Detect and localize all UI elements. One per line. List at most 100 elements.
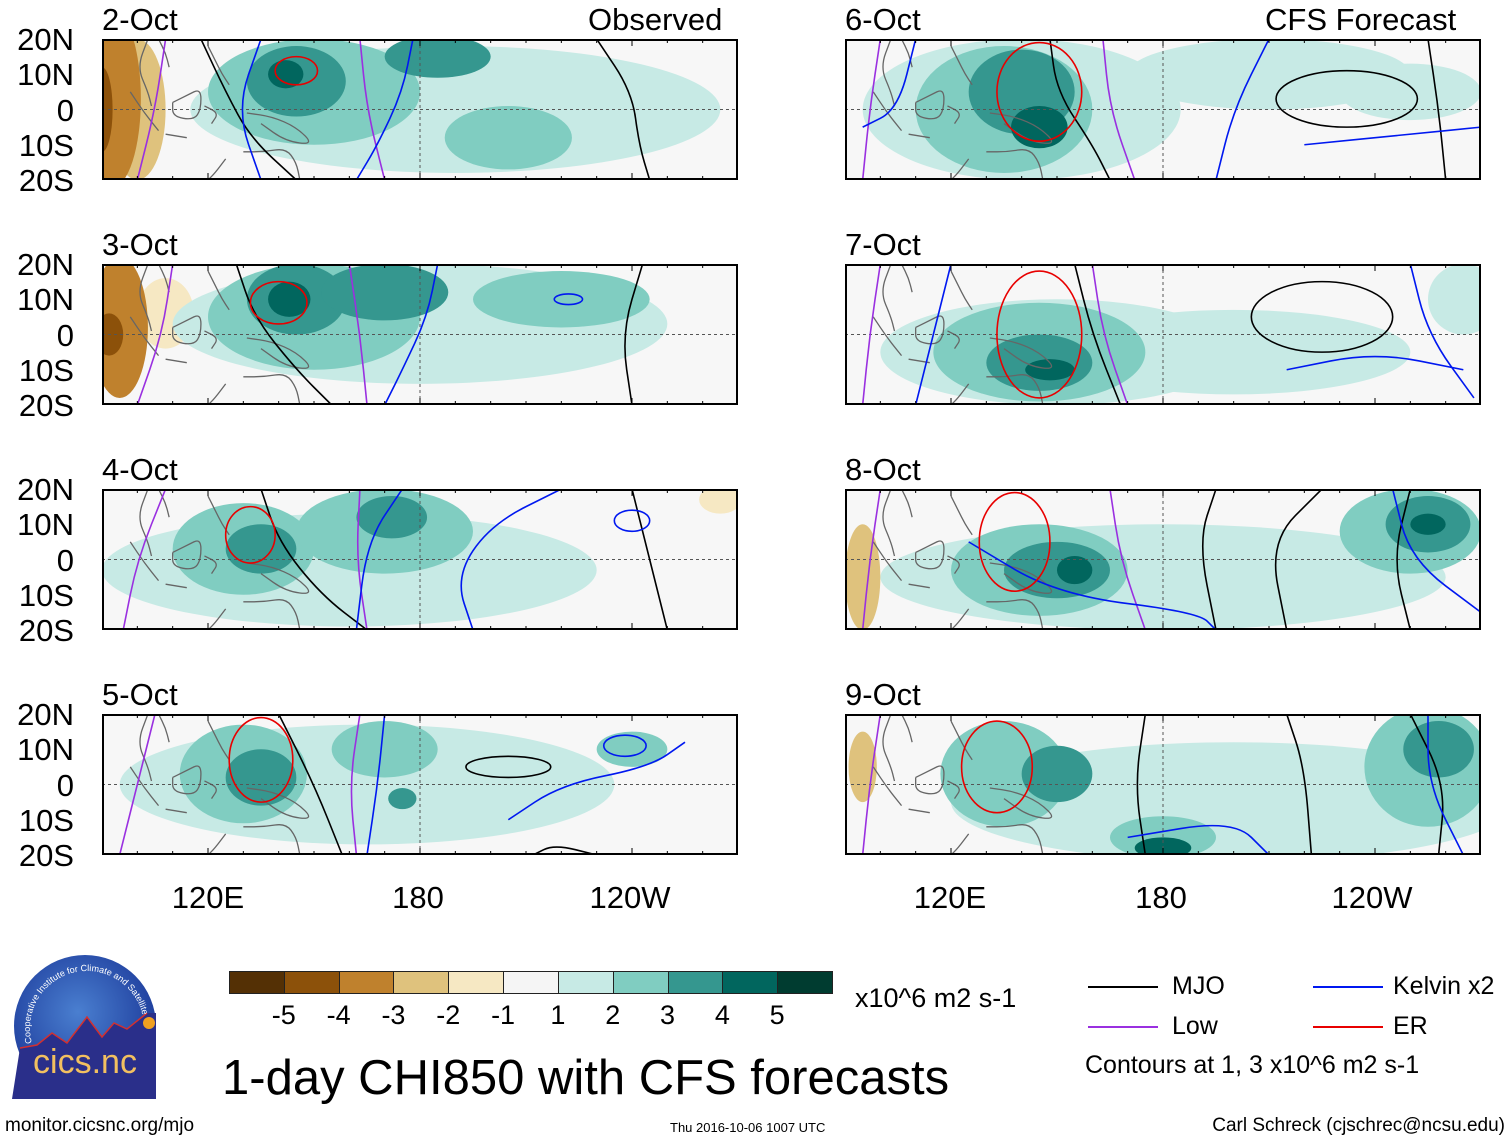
lat-tick: 10N [17,732,74,768]
colorbar-label: 5 [769,1000,785,1030]
colorbar-swatch [722,971,779,994]
colorbar-swatch [612,971,669,994]
map-layer [102,714,738,855]
map-panel-4-Oct [102,489,738,630]
lon-tick: 120E [913,880,987,915]
coastline [915,765,945,795]
coastline [165,358,187,364]
coastline [950,608,970,630]
kelvin-contour [507,741,686,821]
footer-author: Carl Schreck (cjschrec@ncsu.edu) [1212,1115,1505,1136]
coastline [207,158,227,180]
coastline [908,808,930,814]
er-contour [978,491,1051,593]
mjo-contour [235,264,333,405]
observed-label: Observed [588,2,723,37]
map-layer [845,489,1481,630]
er-contour [228,716,294,803]
coastline [129,766,160,807]
coastline [882,264,896,332]
lat-tick: 10N [17,507,74,543]
coastline [165,583,187,589]
low-contour [350,714,361,855]
map-plot [845,489,1481,630]
coastline [165,808,187,814]
kelvin-contour [1286,355,1464,371]
coastline [246,112,310,144]
coastline [950,158,970,180]
coastline [986,374,1044,405]
coastline [915,540,945,570]
colorbar-swatch [667,971,724,994]
coastline [950,270,973,311]
kelvin-contour [553,293,584,306]
lat-tick: 20S [18,613,74,648]
coastline [243,599,301,630]
coastline [908,583,930,589]
lat-tick: 20S [18,838,74,873]
panel-date: 4-Oct [102,452,178,487]
chi-anomaly-region [1428,264,1481,335]
lon-tick: 120W [589,880,671,915]
lat-tick: 20N [17,697,74,732]
coastline [243,149,301,180]
kelvin-contour [1391,489,1481,614]
coastline [207,45,230,86]
kelvin-contour [1215,39,1270,180]
units-label: x10^6 m2 s-1 [855,983,1017,1013]
panel-date: 2-Oct [102,2,178,37]
map-panel-5-Oct [102,714,738,855]
kelvin-contour [1127,824,1270,855]
panel-date: 7-Oct [845,227,921,262]
colorbar-swatch [283,971,340,994]
kelvin-contour [460,489,562,630]
chi-anomaly-region [225,749,297,806]
panel-date: 9-Oct [845,677,921,712]
low-contour [356,489,368,630]
kelvin-contour [1304,126,1481,146]
coastline [172,540,202,570]
map-plot [102,39,738,180]
legend-low-label: Low [1172,1012,1218,1040]
lat-tick: 10S [18,577,74,613]
low-contour [861,264,882,405]
low-contour [1109,489,1147,630]
legend-mjo-label: MJO [1172,972,1225,1000]
footer-url[interactable]: monitor.cicsnc.org/mjo [5,1115,195,1136]
coastline [950,495,973,536]
lat-tick: 20N [17,22,74,57]
mjo-contour [1202,489,1217,630]
coastline [129,91,160,132]
coastline [872,766,903,807]
coastline [129,541,160,582]
chi-anomaly-region [1021,745,1093,803]
map-panel-3-Oct [102,264,738,405]
chi-anomaly-region [102,313,124,356]
coastline [139,264,153,332]
coastline [882,489,896,557]
kelvin-contour [613,509,651,533]
low-contour [1102,39,1136,180]
legend-er-label: ER [1393,1012,1428,1040]
map-layer [845,714,1481,855]
coastline [246,562,310,594]
coastline [207,608,227,630]
mjo-contour [624,264,644,405]
chi-anomaly-region [1004,541,1110,599]
coastline [950,45,973,86]
lat-tick: 10N [17,282,74,318]
mjo-contour [1136,714,1147,855]
lat-tick: 0 [56,317,74,353]
mjo-contour [1275,69,1419,128]
map-layer [102,39,738,180]
colorbar-label: -2 [436,1000,461,1030]
coastline [872,91,903,132]
chi-anomaly-region [268,60,304,89]
map-panel-9-Oct [845,714,1481,855]
lat-tick: 10N [17,57,74,93]
low-contour [861,39,882,180]
coastline [172,765,202,795]
mjo-contour [1250,280,1394,353]
kelvin-contour [968,541,1217,630]
coastline [882,39,896,107]
